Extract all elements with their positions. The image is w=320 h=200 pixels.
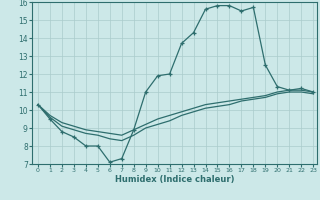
X-axis label: Humidex (Indice chaleur): Humidex (Indice chaleur) bbox=[115, 175, 234, 184]
